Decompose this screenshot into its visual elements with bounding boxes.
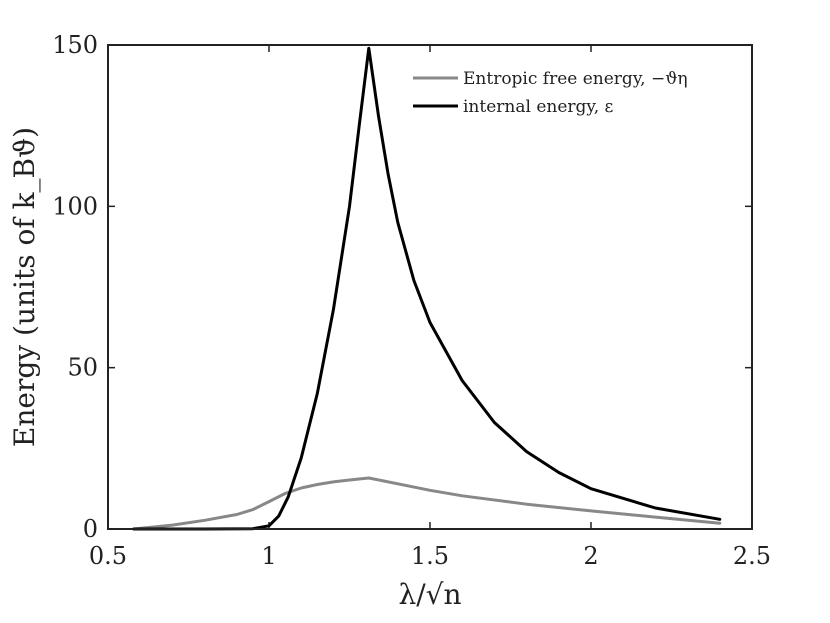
y-axis-title: Energy (units of k_Bϑ) [8, 127, 41, 447]
y-tick-label: 100 [52, 192, 98, 220]
legend-label-entropic: Entropic free energy, −ϑη [463, 69, 688, 89]
series-lines [132, 46, 722, 531]
x-tick-label: 0.5 [89, 542, 127, 570]
x-tick-label: 1.5 [411, 542, 449, 570]
y-tick-label: 50 [67, 354, 98, 382]
x-axis-title: λ/√n [398, 578, 461, 611]
series-line-entropic-free-energy [132, 476, 722, 531]
y-tick-label: 150 [52, 31, 98, 59]
legend-label-internal: internal energy, ε [463, 97, 614, 117]
series-line-internal-energy [132, 46, 722, 531]
tick-labels: 0.5 1 1.5 2 2.5 0 50 100 150 [52, 31, 771, 570]
axis-ticks [107, 44, 753, 530]
x-tick-label: 2.5 [733, 542, 771, 570]
plot-frame [107, 44, 753, 530]
x-tick-label: 2 [583, 542, 598, 570]
y-tick-label: 0 [83, 515, 98, 543]
legend: Entropic free energy, −ϑη internal energ… [413, 69, 688, 117]
x-tick-label: 1 [261, 542, 276, 570]
